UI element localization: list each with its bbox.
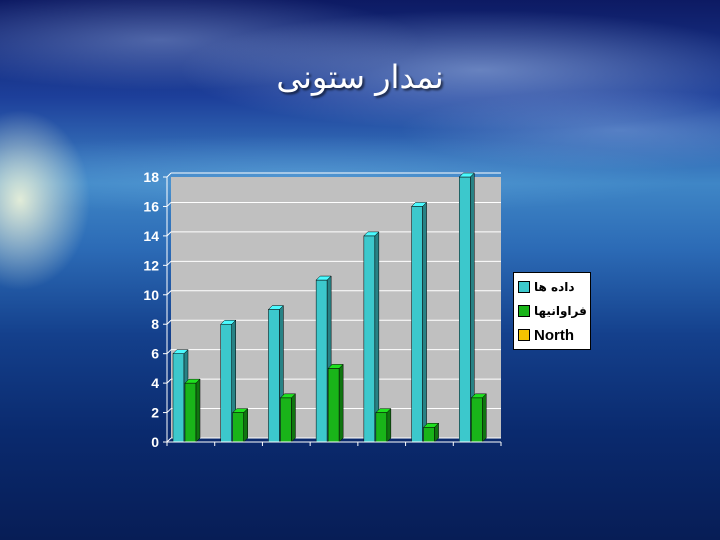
bar-front: [327, 368, 340, 443]
bar-front: [423, 427, 435, 443]
bars: [172, 172, 487, 443]
gridline-side: [166, 408, 172, 413]
bar-top: [375, 408, 392, 413]
bar-series1-cat2: [279, 393, 297, 443]
y-tick-label: 2: [151, 405, 159, 421]
y-tick-label: 0: [151, 434, 159, 450]
bar-series0-cat4: [363, 231, 380, 443]
y-tick-label: 6: [151, 346, 159, 362]
bar-front: [268, 309, 280, 443]
gridline-side: [166, 319, 172, 325]
bar-front: [220, 323, 232, 443]
bar-top: [232, 408, 249, 413]
gridline-side: [166, 202, 172, 207]
bar-front: [459, 176, 471, 443]
bar-series1-cat4: [375, 407, 392, 443]
bar-top: [363, 231, 380, 237]
bar-front: [471, 397, 483, 443]
bar-series0-cat5: [410, 201, 428, 443]
bar-top: [458, 172, 475, 178]
gridline-side: [166, 290, 172, 296]
bar-top: [470, 393, 487, 399]
bar-front: [375, 412, 388, 443]
gridline-side: [166, 231, 172, 237]
bar-series1-cat6: [470, 393, 487, 443]
bar-side: [386, 407, 392, 443]
legend-item-1: فراوانیها: [518, 301, 587, 321]
legend-swatch-0: [518, 281, 530, 293]
legend-item-0: داده ها: [518, 277, 586, 297]
gridline-side: [166, 172, 172, 178]
bar-top: [172, 349, 189, 354]
y-tick-labels: 0 2 4 6 8 10 12 14 16 18: [143, 169, 159, 450]
legend-swatch-2: [518, 329, 530, 341]
gridline-side: [166, 378, 172, 384]
legend-swatch-1: [518, 305, 530, 317]
bar-top: [220, 319, 237, 325]
bar-top: [327, 364, 344, 369]
slide-title: نمدار ستونی: [276, 58, 444, 96]
bar-series1-cat0: [184, 378, 201, 443]
bar-side: [338, 363, 344, 443]
bar-side: [482, 393, 487, 443]
y-tick-label: 12: [143, 257, 159, 273]
bar-front: [315, 279, 328, 443]
bar-side: [243, 407, 248, 443]
bar-front: [184, 382, 197, 443]
y-tick-label: 10: [143, 287, 159, 303]
bar-top: [267, 305, 285, 310]
bar-side: [422, 201, 427, 443]
gridline-side: [166, 437, 172, 443]
y-tick-label: 16: [143, 198, 159, 214]
legend-label-1: فراوانیها: [534, 304, 587, 318]
y-tick-label: 8: [151, 316, 159, 332]
bar-front: [411, 206, 423, 443]
bar-series1-cat1: [232, 407, 249, 443]
gridline-side: [166, 260, 172, 266]
bar-top: [315, 275, 332, 281]
bar-side: [195, 378, 201, 443]
y-tick-label: 14: [143, 228, 159, 244]
legend: داده ها فراوانیها North: [513, 272, 591, 350]
bar-top: [279, 393, 297, 399]
bar-series1-cat5: [422, 422, 440, 443]
bar-top: [422, 423, 440, 428]
bar-top: [410, 202, 428, 207]
bar-side: [291, 393, 296, 443]
y-tick-label: 18: [143, 169, 159, 185]
y-tick-label: 4: [151, 375, 159, 391]
legend-label-0: داده ها: [534, 280, 575, 294]
legend-item-2: North: [518, 325, 586, 345]
bar-series1-cat3: [327, 363, 344, 443]
bar-front: [363, 235, 376, 443]
bar-front: [280, 397, 292, 443]
legend-label-2: North: [534, 326, 574, 344]
gridline-side: [166, 349, 172, 355]
bar-front: [232, 412, 244, 443]
bar-series0-cat6: [458, 172, 475, 443]
bar-front: [172, 353, 185, 443]
bar-top: [184, 378, 201, 384]
axes: [163, 176, 502, 446]
